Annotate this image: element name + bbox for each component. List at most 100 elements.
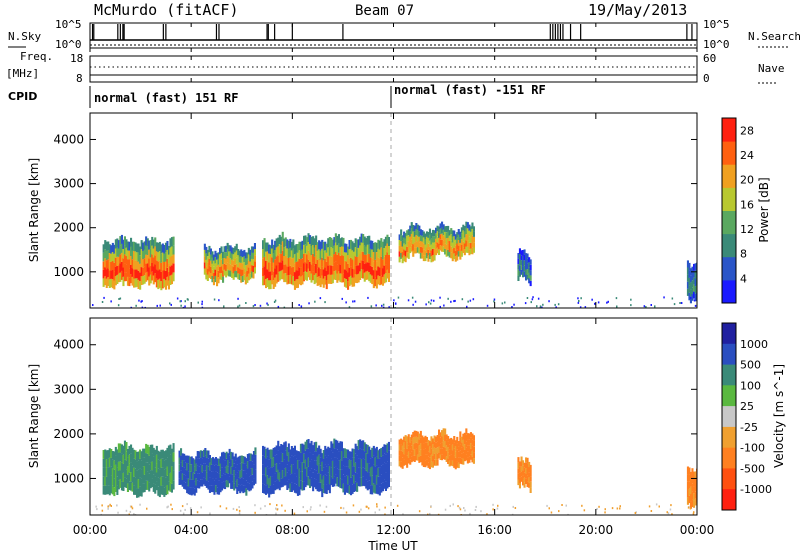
echo-cell [152,248,155,258]
echo-cell [202,470,205,478]
echo-cell [271,239,274,249]
echo-cell [453,236,456,242]
echo-cell [442,453,445,460]
echo-cell [166,258,169,268]
echo-cell [522,255,525,261]
scatter-cell [319,504,321,507]
echo-cell [230,459,233,467]
echo-cell [375,475,378,485]
echo-cell [237,255,240,262]
echo-cell [116,449,119,459]
echo-cell [136,470,139,480]
echo-cell [694,263,697,271]
echo-cell [253,261,256,268]
echo-cell [445,238,448,245]
echo-cell [406,230,409,236]
echo-cell [419,229,422,236]
echo-cell [381,268,384,277]
echo-cell [520,260,523,265]
echo-cell [158,451,161,461]
echo-cell [307,259,310,269]
echo-cell [465,227,468,235]
echo-cell [126,276,129,286]
scatter-cell [341,297,343,300]
echo-cell [216,465,219,473]
echo-cell [383,274,386,284]
echo-cell [217,270,220,278]
echo-cell [180,462,183,471]
echo-cell [157,459,160,469]
echo-cell [231,271,234,278]
echo-cell [275,445,278,455]
echo-cell [208,271,211,278]
echo-cell [306,439,309,449]
echo-cell [287,249,290,258]
echo-cell [151,254,154,263]
echo-cell [190,479,193,488]
echo-cell [424,454,427,461]
echo-cell [400,235,403,242]
echo-cell [195,463,198,471]
scatter-cell [634,512,637,514]
echo-cell [383,265,386,275]
echo-cell [148,464,151,474]
colorbar-swatch [722,279,736,304]
echo-cell [296,469,299,478]
scatter-cell [259,304,262,307]
echo-cell [266,242,269,252]
echo-cell [412,432,415,438]
echo-cell [442,235,445,241]
echo-cell [348,468,351,477]
echo-cell [319,448,322,458]
echo-cell [351,475,354,485]
echo-cell [383,248,386,257]
echo-cell [442,229,445,236]
echo-cell [456,249,459,255]
echo-cell [413,236,416,243]
echo-cell [315,470,318,480]
scatter-cell [429,512,431,515]
echo-cell [205,253,208,260]
echo-cell [128,259,131,269]
echo-cell [378,448,381,459]
scatter-cell [658,505,660,508]
echo-cell [289,457,292,467]
echo-cell [277,440,280,451]
scatter-cell [663,296,665,299]
echo-cell [184,469,187,476]
echo-cell [116,247,119,257]
echo-cell [248,476,251,484]
echo-cell [327,481,330,491]
echo-cell [433,254,436,261]
echo-cell [463,226,466,232]
echo-cell [130,265,133,275]
scatter-cell [630,298,632,301]
echo-cell [386,461,389,471]
echo-cell [117,240,120,249]
echo-cell [303,235,306,245]
echo-cell [268,262,271,272]
echo-cell [105,250,108,261]
echo-cell [468,224,471,231]
echo-cell [203,256,206,263]
echo-cell [254,476,257,484]
echo-cell [167,254,170,264]
scatter-cell [358,510,361,513]
echo-cell [262,455,265,465]
colorbar-tick-label: 16 [740,198,754,211]
echo-cell [225,451,228,459]
echo-cell [331,452,334,461]
echo-cell [133,458,136,468]
echo-cell [111,270,114,280]
echo-cell [466,234,469,241]
echo-cell [377,459,380,468]
echo-cell [366,262,369,271]
echo-cell [427,462,430,468]
echo-cell [319,241,322,251]
echo-cell [318,473,321,483]
echo-cell [307,439,310,449]
echo-cell [321,257,324,267]
echo-cell [303,263,306,273]
echo-cell [310,440,313,450]
echo-cell [457,462,460,469]
